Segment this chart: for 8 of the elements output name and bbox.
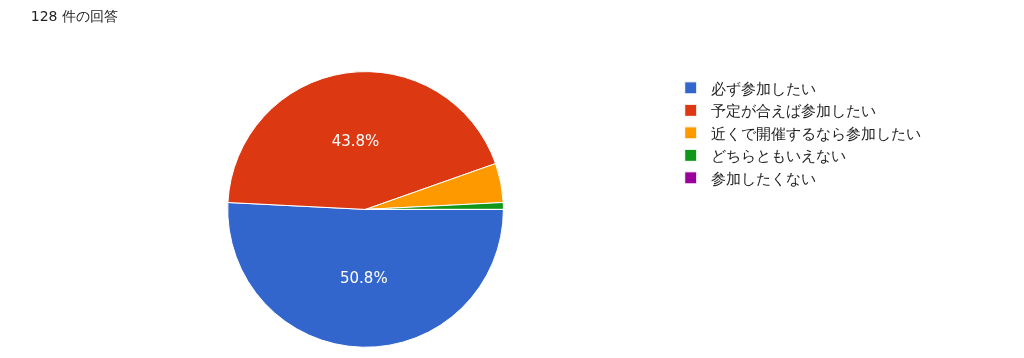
legend-label: 予定が合えば参加したい [710,102,876,121]
data-label: 43.8% [331,131,380,150]
legend-label: 必ず参加したい [710,79,816,98]
legend-label: 参加したくない [710,169,816,188]
legend-label: どちらともいえない [710,147,846,166]
legend-label: 近くで開催するなら参加したい [710,124,921,143]
data-label: 50.8% [340,269,388,288]
text: 128 件の回答 [30,7,118,24]
